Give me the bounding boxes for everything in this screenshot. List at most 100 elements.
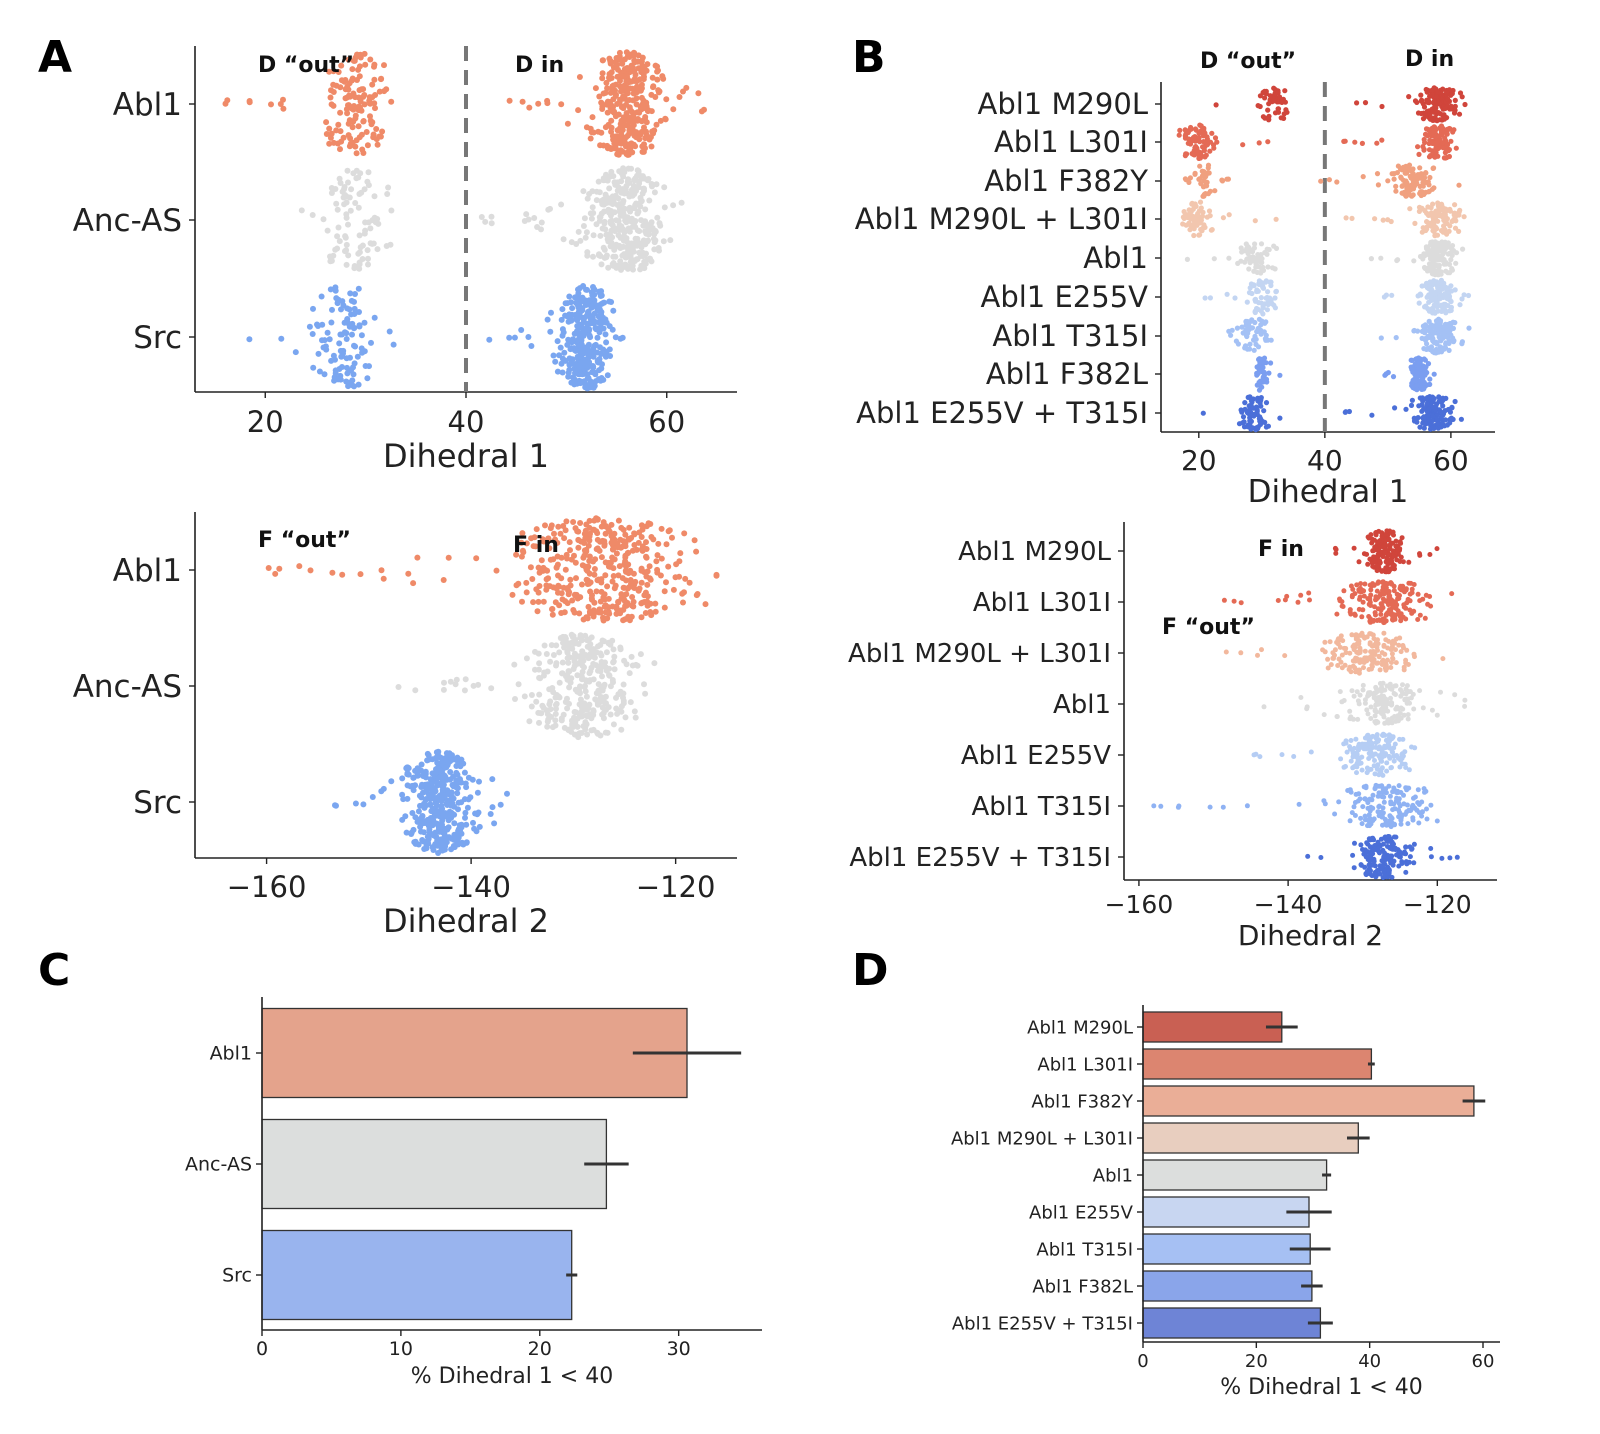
data-point bbox=[356, 134, 363, 141]
data-point bbox=[1226, 255, 1232, 261]
data-point bbox=[601, 201, 607, 208]
data-point bbox=[1268, 282, 1274, 289]
data-point bbox=[351, 298, 357, 305]
data-point bbox=[568, 379, 575, 386]
data-point bbox=[630, 113, 637, 120]
data-point bbox=[410, 774, 417, 781]
data-point bbox=[268, 101, 274, 108]
data-point bbox=[618, 266, 624, 273]
data-point bbox=[431, 813, 438, 820]
category-label-abl1-l301i: Abl1 L301I bbox=[994, 125, 1148, 159]
data-point bbox=[628, 240, 635, 247]
data-point bbox=[1348, 611, 1354, 617]
data-point bbox=[584, 731, 591, 738]
data-point bbox=[1416, 355, 1422, 361]
data-point bbox=[575, 544, 582, 551]
data-point bbox=[558, 575, 565, 582]
data-point bbox=[364, 375, 371, 382]
data-point bbox=[1247, 412, 1253, 418]
data-point bbox=[610, 646, 617, 653]
data-point bbox=[439, 786, 446, 793]
data-point bbox=[571, 709, 578, 715]
data-point bbox=[1459, 341, 1465, 347]
data-point bbox=[436, 768, 442, 775]
data-point bbox=[1438, 277, 1444, 283]
data-point bbox=[582, 712, 589, 719]
data-point bbox=[489, 776, 496, 783]
data-point bbox=[371, 193, 378, 200]
data-point bbox=[648, 108, 655, 115]
data-point bbox=[1410, 369, 1416, 375]
data-point bbox=[1380, 579, 1386, 585]
data-point bbox=[556, 649, 563, 656]
data-point bbox=[277, 101, 284, 107]
data-point bbox=[641, 592, 648, 599]
data-point bbox=[582, 632, 589, 639]
data-point bbox=[462, 809, 469, 816]
data-point bbox=[415, 808, 422, 815]
data-point bbox=[443, 750, 450, 757]
swarm-row-abl1-e255v-low bbox=[1202, 278, 1279, 317]
data-point bbox=[581, 215, 588, 222]
data-point bbox=[335, 121, 342, 128]
data-point bbox=[590, 607, 597, 614]
data-point bbox=[702, 601, 709, 608]
data-point bbox=[1422, 265, 1428, 271]
data-point bbox=[1278, 115, 1284, 121]
data-point bbox=[1415, 617, 1421, 622]
data-point bbox=[610, 679, 616, 686]
swarm-row-abl1-l301i-high bbox=[1341, 123, 1459, 161]
data-point bbox=[665, 563, 672, 570]
data-point bbox=[1376, 617, 1382, 623]
swarm-row-abl1-high bbox=[1368, 239, 1466, 278]
data-point bbox=[450, 843, 457, 849]
category-label-abl1-f382l: Abl1 F382L bbox=[986, 357, 1148, 391]
data-point bbox=[1430, 425, 1437, 431]
data-point bbox=[544, 567, 551, 574]
data-point bbox=[599, 683, 606, 690]
data-point bbox=[1417, 165, 1423, 171]
data-point bbox=[292, 349, 299, 356]
data-point bbox=[388, 778, 395, 785]
data-point bbox=[633, 256, 640, 263]
data-point bbox=[1197, 139, 1203, 145]
data-point bbox=[686, 579, 693, 586]
data-point bbox=[364, 247, 371, 254]
data-point bbox=[368, 121, 375, 128]
data-point bbox=[596, 217, 603, 224]
data-point bbox=[1444, 296, 1450, 302]
data-point bbox=[647, 255, 654, 262]
data-point bbox=[1393, 188, 1399, 194]
data-point bbox=[404, 782, 411, 789]
data-point bbox=[519, 530, 526, 537]
data-point bbox=[1423, 245, 1430, 252]
data-point bbox=[1427, 376, 1433, 382]
data-point bbox=[639, 128, 646, 135]
category-label-abl1-t315i: Abl1 T315I bbox=[972, 792, 1112, 822]
data-point bbox=[1430, 262, 1437, 269]
data-point bbox=[564, 705, 571, 712]
data-point bbox=[564, 671, 571, 678]
data-point bbox=[654, 214, 661, 221]
data-point bbox=[653, 558, 660, 565]
data-point bbox=[600, 616, 607, 623]
data-point bbox=[585, 653, 592, 660]
data-point bbox=[637, 87, 644, 94]
data-point bbox=[550, 352, 557, 359]
data-point bbox=[1424, 401, 1430, 407]
data-point bbox=[419, 837, 426, 843]
data-point bbox=[1242, 259, 1248, 265]
data-point bbox=[616, 563, 623, 570]
data-point bbox=[353, 150, 360, 157]
data-point bbox=[445, 824, 452, 831]
data-point bbox=[1431, 185, 1437, 191]
data-point bbox=[334, 233, 341, 240]
data-point bbox=[1272, 266, 1278, 272]
data-point bbox=[1395, 163, 1401, 169]
data-point bbox=[661, 604, 668, 611]
data-point bbox=[1402, 589, 1407, 595]
data-point bbox=[618, 178, 625, 185]
data-point bbox=[381, 62, 387, 69]
data-point bbox=[438, 803, 445, 809]
